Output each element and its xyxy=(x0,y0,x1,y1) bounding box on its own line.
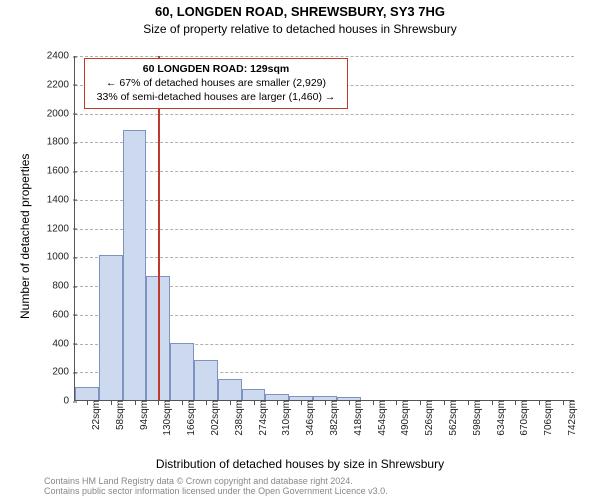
attribution-footer: Contains HM Land Registry data © Crown c… xyxy=(0,476,600,496)
x-tick-label: 382sqm xyxy=(325,400,340,436)
y-tick-label: 400 xyxy=(52,338,75,349)
y-tick-label: 1600 xyxy=(47,166,75,177)
x-tick-mark xyxy=(492,401,493,405)
x-tick-label: 346sqm xyxy=(301,400,316,436)
x-tick-label: 310sqm xyxy=(277,400,292,436)
callout-line-2: ← 67% of detached houses are smaller (2,… xyxy=(91,76,341,90)
grid-line xyxy=(75,171,574,172)
y-tick-label: 1000 xyxy=(47,252,75,263)
x-tick-mark xyxy=(349,401,350,405)
y-tick-label: 200 xyxy=(52,367,75,378)
x-tick-label: 598sqm xyxy=(468,400,483,436)
x-tick-label: 526sqm xyxy=(420,400,435,436)
x-tick-mark xyxy=(135,401,136,405)
page-title: 60, LONGDEN ROAD, SHREWSBURY, SY3 7HG xyxy=(0,4,600,19)
x-tick-mark xyxy=(254,401,255,405)
y-tick-label: 1400 xyxy=(47,194,75,205)
grid-line xyxy=(75,114,574,115)
histogram-bar xyxy=(242,389,266,400)
x-tick-label: 238sqm xyxy=(230,400,245,436)
callout-line-1: 60 LONGDEN ROAD: 129sqm xyxy=(91,62,341,76)
grid-line xyxy=(75,229,574,230)
x-tick-label: 58sqm xyxy=(111,400,126,430)
histogram-bar xyxy=(99,255,123,400)
x-tick-mark xyxy=(158,401,159,405)
x-tick-label: 490sqm xyxy=(396,400,411,436)
x-tick-mark xyxy=(515,401,516,405)
footer-line-2: Contains public sector information licen… xyxy=(44,486,600,496)
x-tick-label: 634sqm xyxy=(492,400,507,436)
x-tick-mark xyxy=(206,401,207,405)
callout-line-3: 33% of semi-detached houses are larger (… xyxy=(91,90,341,104)
x-tick-label: 706sqm xyxy=(539,400,554,436)
grid-line xyxy=(75,56,574,57)
x-tick-label: 742sqm xyxy=(563,400,578,436)
x-tick-mark xyxy=(420,401,421,405)
x-tick-mark xyxy=(396,401,397,405)
grid-line xyxy=(75,142,574,143)
histogram-bar xyxy=(194,360,218,400)
histogram-bar xyxy=(218,379,242,400)
histogram-bar xyxy=(75,387,99,400)
x-tick-mark xyxy=(563,401,564,405)
x-tick-label: 454sqm xyxy=(373,400,388,436)
x-tick-mark xyxy=(182,401,183,405)
page-subtitle: Size of property relative to detached ho… xyxy=(0,22,600,36)
y-tick-label: 2400 xyxy=(47,51,75,62)
x-tick-label: 202sqm xyxy=(206,400,221,436)
x-tick-label: 274sqm xyxy=(254,400,269,436)
y-tick-label: 2200 xyxy=(47,79,75,90)
x-tick-mark xyxy=(539,401,540,405)
x-tick-label: 94sqm xyxy=(135,400,150,430)
histogram-bar xyxy=(123,130,147,400)
x-tick-label: 562sqm xyxy=(444,400,459,436)
x-tick-label: 166sqm xyxy=(182,400,197,436)
y-tick-label: 800 xyxy=(52,281,75,292)
x-tick-label: 418sqm xyxy=(349,400,364,436)
x-tick-mark xyxy=(301,401,302,405)
x-axis-label: Distribution of detached houses by size … xyxy=(0,457,600,471)
x-tick-mark xyxy=(87,401,88,405)
y-axis-label: Number of detached properties xyxy=(18,153,32,318)
y-tick-label: 1800 xyxy=(47,137,75,148)
y-tick-label: 0 xyxy=(63,396,75,407)
marker-callout: 60 LONGDEN ROAD: 129sqm ← 67% of detache… xyxy=(84,58,348,109)
x-tick-label: 670sqm xyxy=(515,400,530,436)
x-tick-mark xyxy=(468,401,469,405)
y-tick-label: 1200 xyxy=(47,223,75,234)
y-tick-label: 600 xyxy=(52,309,75,320)
x-tick-label: 22sqm xyxy=(87,400,102,430)
histogram-bar xyxy=(170,343,194,401)
grid-line xyxy=(75,257,574,258)
grid-line xyxy=(75,200,574,201)
x-tick-mark xyxy=(277,401,278,405)
x-tick-mark xyxy=(373,401,374,405)
footer-line-1: Contains HM Land Registry data © Crown c… xyxy=(44,476,600,486)
y-tick-label: 2000 xyxy=(47,108,75,119)
x-tick-mark xyxy=(444,401,445,405)
x-tick-label: 130sqm xyxy=(158,400,173,436)
x-tick-mark xyxy=(111,401,112,405)
x-tick-mark xyxy=(325,401,326,405)
x-tick-mark xyxy=(230,401,231,405)
